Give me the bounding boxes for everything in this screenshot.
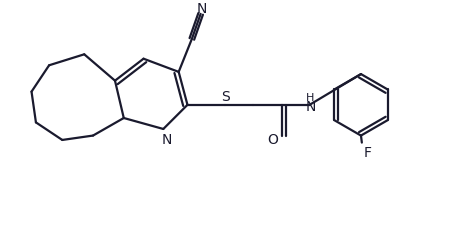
Text: S: S [221, 90, 230, 104]
Text: F: F [364, 146, 371, 160]
Text: N: N [196, 2, 207, 16]
Text: N: N [305, 99, 316, 113]
Text: O: O [267, 133, 278, 146]
Text: N: N [162, 132, 172, 146]
Text: H: H [306, 92, 315, 102]
